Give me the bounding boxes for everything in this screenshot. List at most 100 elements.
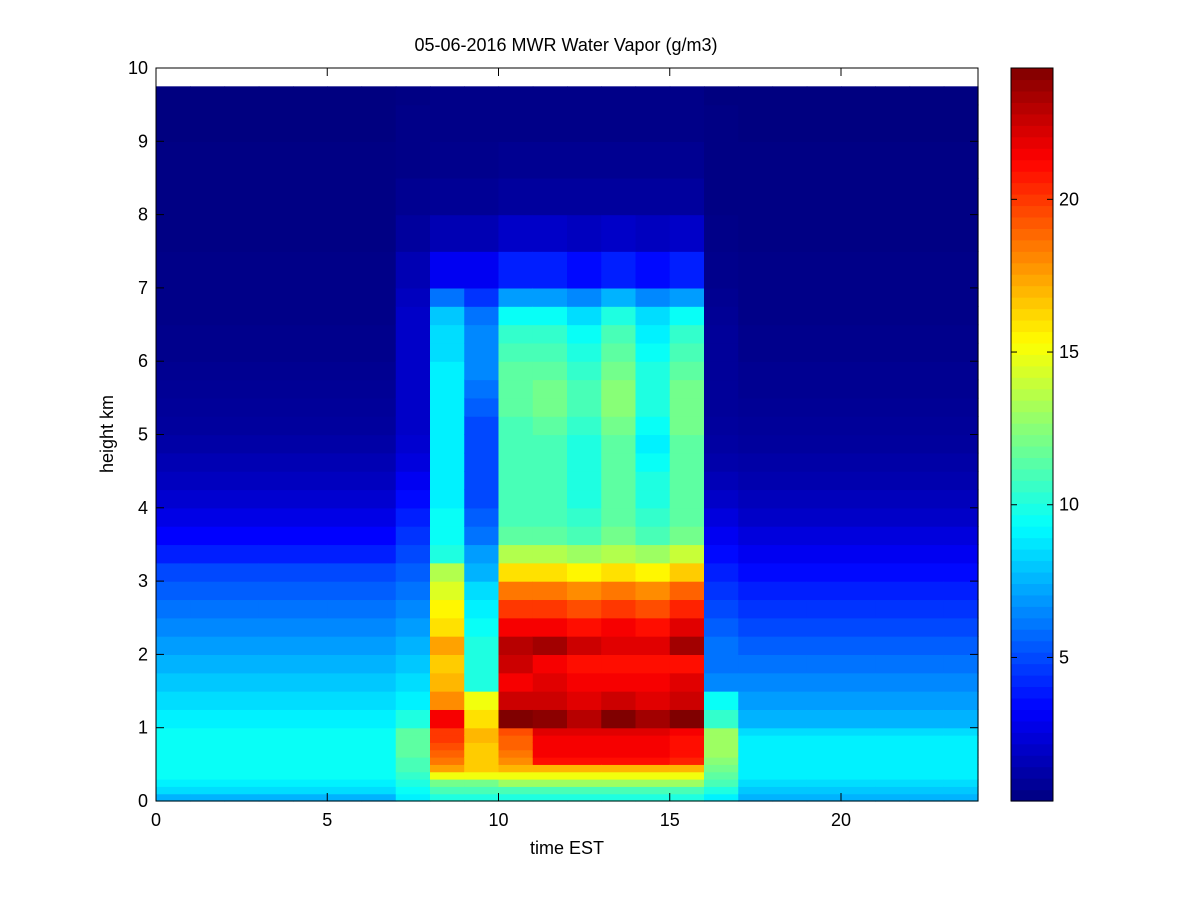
heatmap-cell [190,742,226,751]
heatmap-cell [464,361,500,381]
heatmap-cell [532,214,568,252]
heatmap-cell [361,709,397,729]
heatmap-cell [567,672,602,692]
heatmap-cell [909,599,945,619]
heatmap-cell [293,779,328,787]
heatmap-cell [395,397,431,417]
heatmap-cell [841,636,876,655]
heatmap-cell [190,617,226,637]
heatmap-cell [190,672,226,692]
heatmap-cell [293,434,328,454]
heatmap-cell [156,742,191,751]
heatmap-cell [532,452,568,472]
heatmap-cell [430,489,465,509]
heatmap-cell [635,764,671,773]
heatmap-cell [772,452,808,472]
heatmap-cell [464,617,500,637]
heatmap-cell [395,507,431,527]
heatmap-cell [430,793,465,802]
heatmap-cell [327,654,363,674]
colorbar-segment [1011,537,1053,550]
colorbar-segment [1011,90,1053,103]
heatmap-cell [806,691,842,710]
y-tick-label: 0 [138,791,148,811]
heatmap-cell [293,654,328,674]
heatmap-cell [841,86,876,106]
heatmap-cell [669,287,705,307]
heatmap-cell [258,287,294,307]
heatmap-cell [258,342,294,362]
heatmap-cell [909,562,945,582]
heatmap-cell [943,287,979,307]
heatmap-cell [669,177,705,216]
heatmap-cell [567,141,602,179]
heatmap-cell [635,471,671,491]
heatmap-cell [361,416,397,436]
heatmap-cell [875,361,911,381]
heatmap-cell [430,654,465,674]
heatmap-cell [601,214,637,252]
heatmap-cell [224,507,260,527]
heatmap-cell [909,691,945,710]
heatmap-cell [806,757,842,765]
heatmap-cell [635,771,671,780]
heatmap-cell [669,742,705,751]
heatmap-cell [909,507,945,527]
chart-title: 05-06-2016 MWR Water Vapor (g/m3) [414,35,717,55]
heatmap-cell [601,86,637,106]
heatmap-cell [567,771,602,780]
heatmap-cell [430,324,465,344]
heatmap-cell [156,104,191,142]
heatmap-cell [738,452,774,472]
heatmap-cell [498,214,534,252]
heatmap-cell [601,691,637,710]
heatmap-cell [361,397,397,417]
heatmap-cell [190,786,226,795]
heatmap-cell [738,141,774,179]
heatmap-cell [361,104,397,142]
heatmap-cell [567,654,602,674]
heatmap-cell [669,104,705,142]
heatmap-cell [738,489,774,509]
heatmap-cell [532,636,568,655]
heatmap-cell [943,104,979,142]
heatmap-cell [806,636,842,655]
heatmap-cell [943,735,979,743]
heatmap-cell [190,306,226,326]
heatmap-cell [635,581,671,601]
heatmap-cell [361,749,397,758]
heatmap-cell [635,287,671,307]
heatmap-cell [395,342,431,362]
colorbar-segment [1011,594,1053,607]
heatmap-cell [498,735,534,743]
heatmap-cell [430,251,465,289]
heatmap-cell [841,786,876,795]
colorbar-segment [1011,675,1053,688]
heatmap-cell [567,104,602,142]
heatmap-cell [635,306,671,326]
colorbar-tick-label: 15 [1059,342,1079,362]
colorbar-segment [1011,171,1053,184]
heatmap-cell [601,727,637,736]
heatmap-cell [190,599,226,619]
heatmap-cell [430,361,465,381]
heatmap-cell [293,379,328,399]
heatmap-cell [567,691,602,710]
heatmap-cell [464,742,500,751]
heatmap-cell [293,617,328,637]
heatmap-cell [909,471,945,491]
heatmap-cell [532,764,568,773]
heatmap-cell [601,434,637,454]
heatmap-cell [190,779,226,787]
heatmap-cell [361,672,397,692]
heatmap-cell [635,416,671,436]
heatmap-cell [464,342,500,362]
heatmap-cell [395,771,431,780]
heatmap-cell [704,489,739,509]
colorbar-segment [1011,663,1053,676]
heatmap-cell [567,617,602,637]
heatmap-cell [395,672,431,692]
heatmap-cell [258,141,294,179]
heatmap-cell [190,489,226,509]
colorbar-segment [1011,159,1053,172]
